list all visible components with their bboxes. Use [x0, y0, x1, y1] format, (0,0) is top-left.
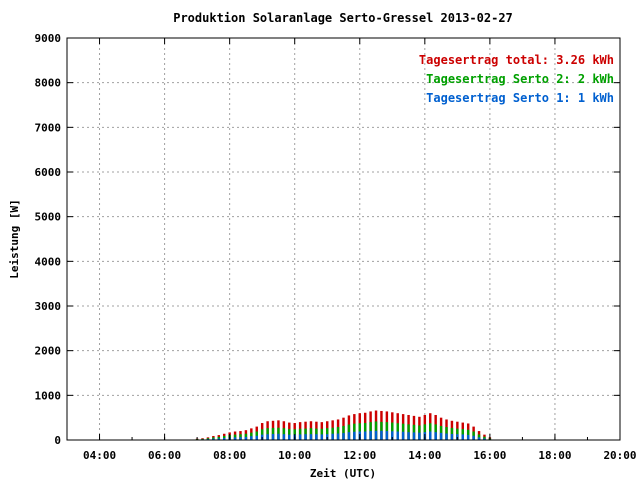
- bar: [331, 433, 334, 440]
- y-tick-label: 7000: [35, 121, 62, 134]
- y-axis-label: Leistung [W]: [8, 199, 21, 278]
- y-tick-label: 1000: [35, 389, 62, 402]
- chart-title: Produktion Solaranlage Serto-Gressel 201…: [173, 11, 513, 25]
- bar: [282, 428, 286, 440]
- plot-frame: [66, 37, 621, 441]
- bar: [277, 433, 280, 440]
- bar: [418, 432, 421, 440]
- legend-entry: Tagesertrag total: 3.26 kWh: [419, 53, 614, 67]
- legend-entry: Tagesertrag Serto 1: 1 kWh: [426, 91, 614, 105]
- bar: [477, 437, 481, 440]
- x-tick-label: 06:00: [148, 449, 181, 462]
- y-tick-label: 4000: [35, 255, 62, 268]
- bar: [401, 431, 405, 440]
- bar: [412, 432, 416, 440]
- bar: [342, 433, 345, 440]
- x-tick-label: 14:00: [408, 449, 441, 462]
- bar: [353, 431, 356, 440]
- x-axis-label: Zeit (UTC): [310, 467, 376, 480]
- bar: [250, 436, 253, 440]
- bar: [369, 422, 372, 440]
- y-tick-label: 6000: [35, 166, 62, 179]
- x-tick-label: 16:00: [473, 449, 506, 462]
- y-tick-label: 5000: [35, 211, 62, 224]
- bar: [434, 432, 437, 440]
- bar: [271, 433, 275, 440]
- grid: [67, 38, 620, 440]
- bar: [374, 430, 378, 440]
- x-tick-label: 08:00: [213, 449, 246, 462]
- bar: [298, 434, 302, 440]
- bar: [363, 431, 367, 440]
- bar: [244, 436, 248, 440]
- bar: [396, 431, 399, 440]
- bar: [477, 434, 481, 440]
- bar: [429, 431, 432, 440]
- x-tick-label: 18:00: [538, 449, 571, 462]
- bar: [407, 432, 410, 440]
- bar: [212, 438, 215, 440]
- bar: [266, 428, 269, 440]
- bar: [217, 436, 221, 440]
- bar: [223, 437, 226, 440]
- y-tick-label: 8000: [35, 77, 62, 90]
- bar: [445, 427, 448, 440]
- bar: [483, 436, 486, 440]
- bar: [239, 437, 242, 440]
- bar: [445, 433, 448, 440]
- bar: [309, 434, 313, 440]
- bar: [255, 435, 258, 440]
- bar: [320, 434, 324, 440]
- bar: [374, 421, 378, 440]
- legend: Tagesertrag total: 3.26 kWh Tagesertrag S…: [419, 53, 614, 105]
- legend-entry: Tagesertrag Serto 2: 2 kWh: [426, 72, 614, 86]
- y-tick-label: 3000: [35, 300, 62, 313]
- bar: [391, 431, 394, 440]
- bar: [385, 422, 389, 440]
- bars: [195, 410, 492, 440]
- bar: [315, 434, 318, 440]
- x-tick-label: 12:00: [343, 449, 376, 462]
- bar: [391, 422, 394, 440]
- bar: [466, 434, 470, 440]
- bar: [288, 434, 291, 440]
- x-tick-label: 04:00: [83, 449, 116, 462]
- bar: [342, 425, 345, 440]
- bar: [217, 438, 221, 440]
- axis-ticks: 0 1000 2000 3000 4000 5000 6000 7000 8000 9000 04:…: [35, 32, 637, 462]
- bar: [336, 433, 340, 440]
- bar: [369, 431, 372, 440]
- bar: [472, 435, 475, 440]
- bar: [380, 430, 383, 440]
- y-tick-label: 0: [54, 434, 61, 447]
- bar: [336, 427, 340, 440]
- bar: [309, 428, 313, 440]
- bar: [282, 434, 286, 440]
- bar: [233, 437, 237, 440]
- x-tick-label: 10:00: [278, 449, 311, 462]
- y-tick-label: 2000: [35, 345, 62, 358]
- x-tick-label: 20:00: [603, 449, 636, 462]
- bar: [450, 433, 454, 440]
- bar: [326, 428, 329, 440]
- bar: [385, 431, 389, 440]
- bar: [304, 434, 307, 440]
- bar: [439, 432, 443, 440]
- y-tick-label: 9000: [35, 32, 62, 45]
- bar: [266, 434, 269, 440]
- bar: [347, 432, 351, 440]
- bar: [461, 434, 464, 440]
- bar: [483, 438, 486, 440]
- bar: [288, 429, 291, 440]
